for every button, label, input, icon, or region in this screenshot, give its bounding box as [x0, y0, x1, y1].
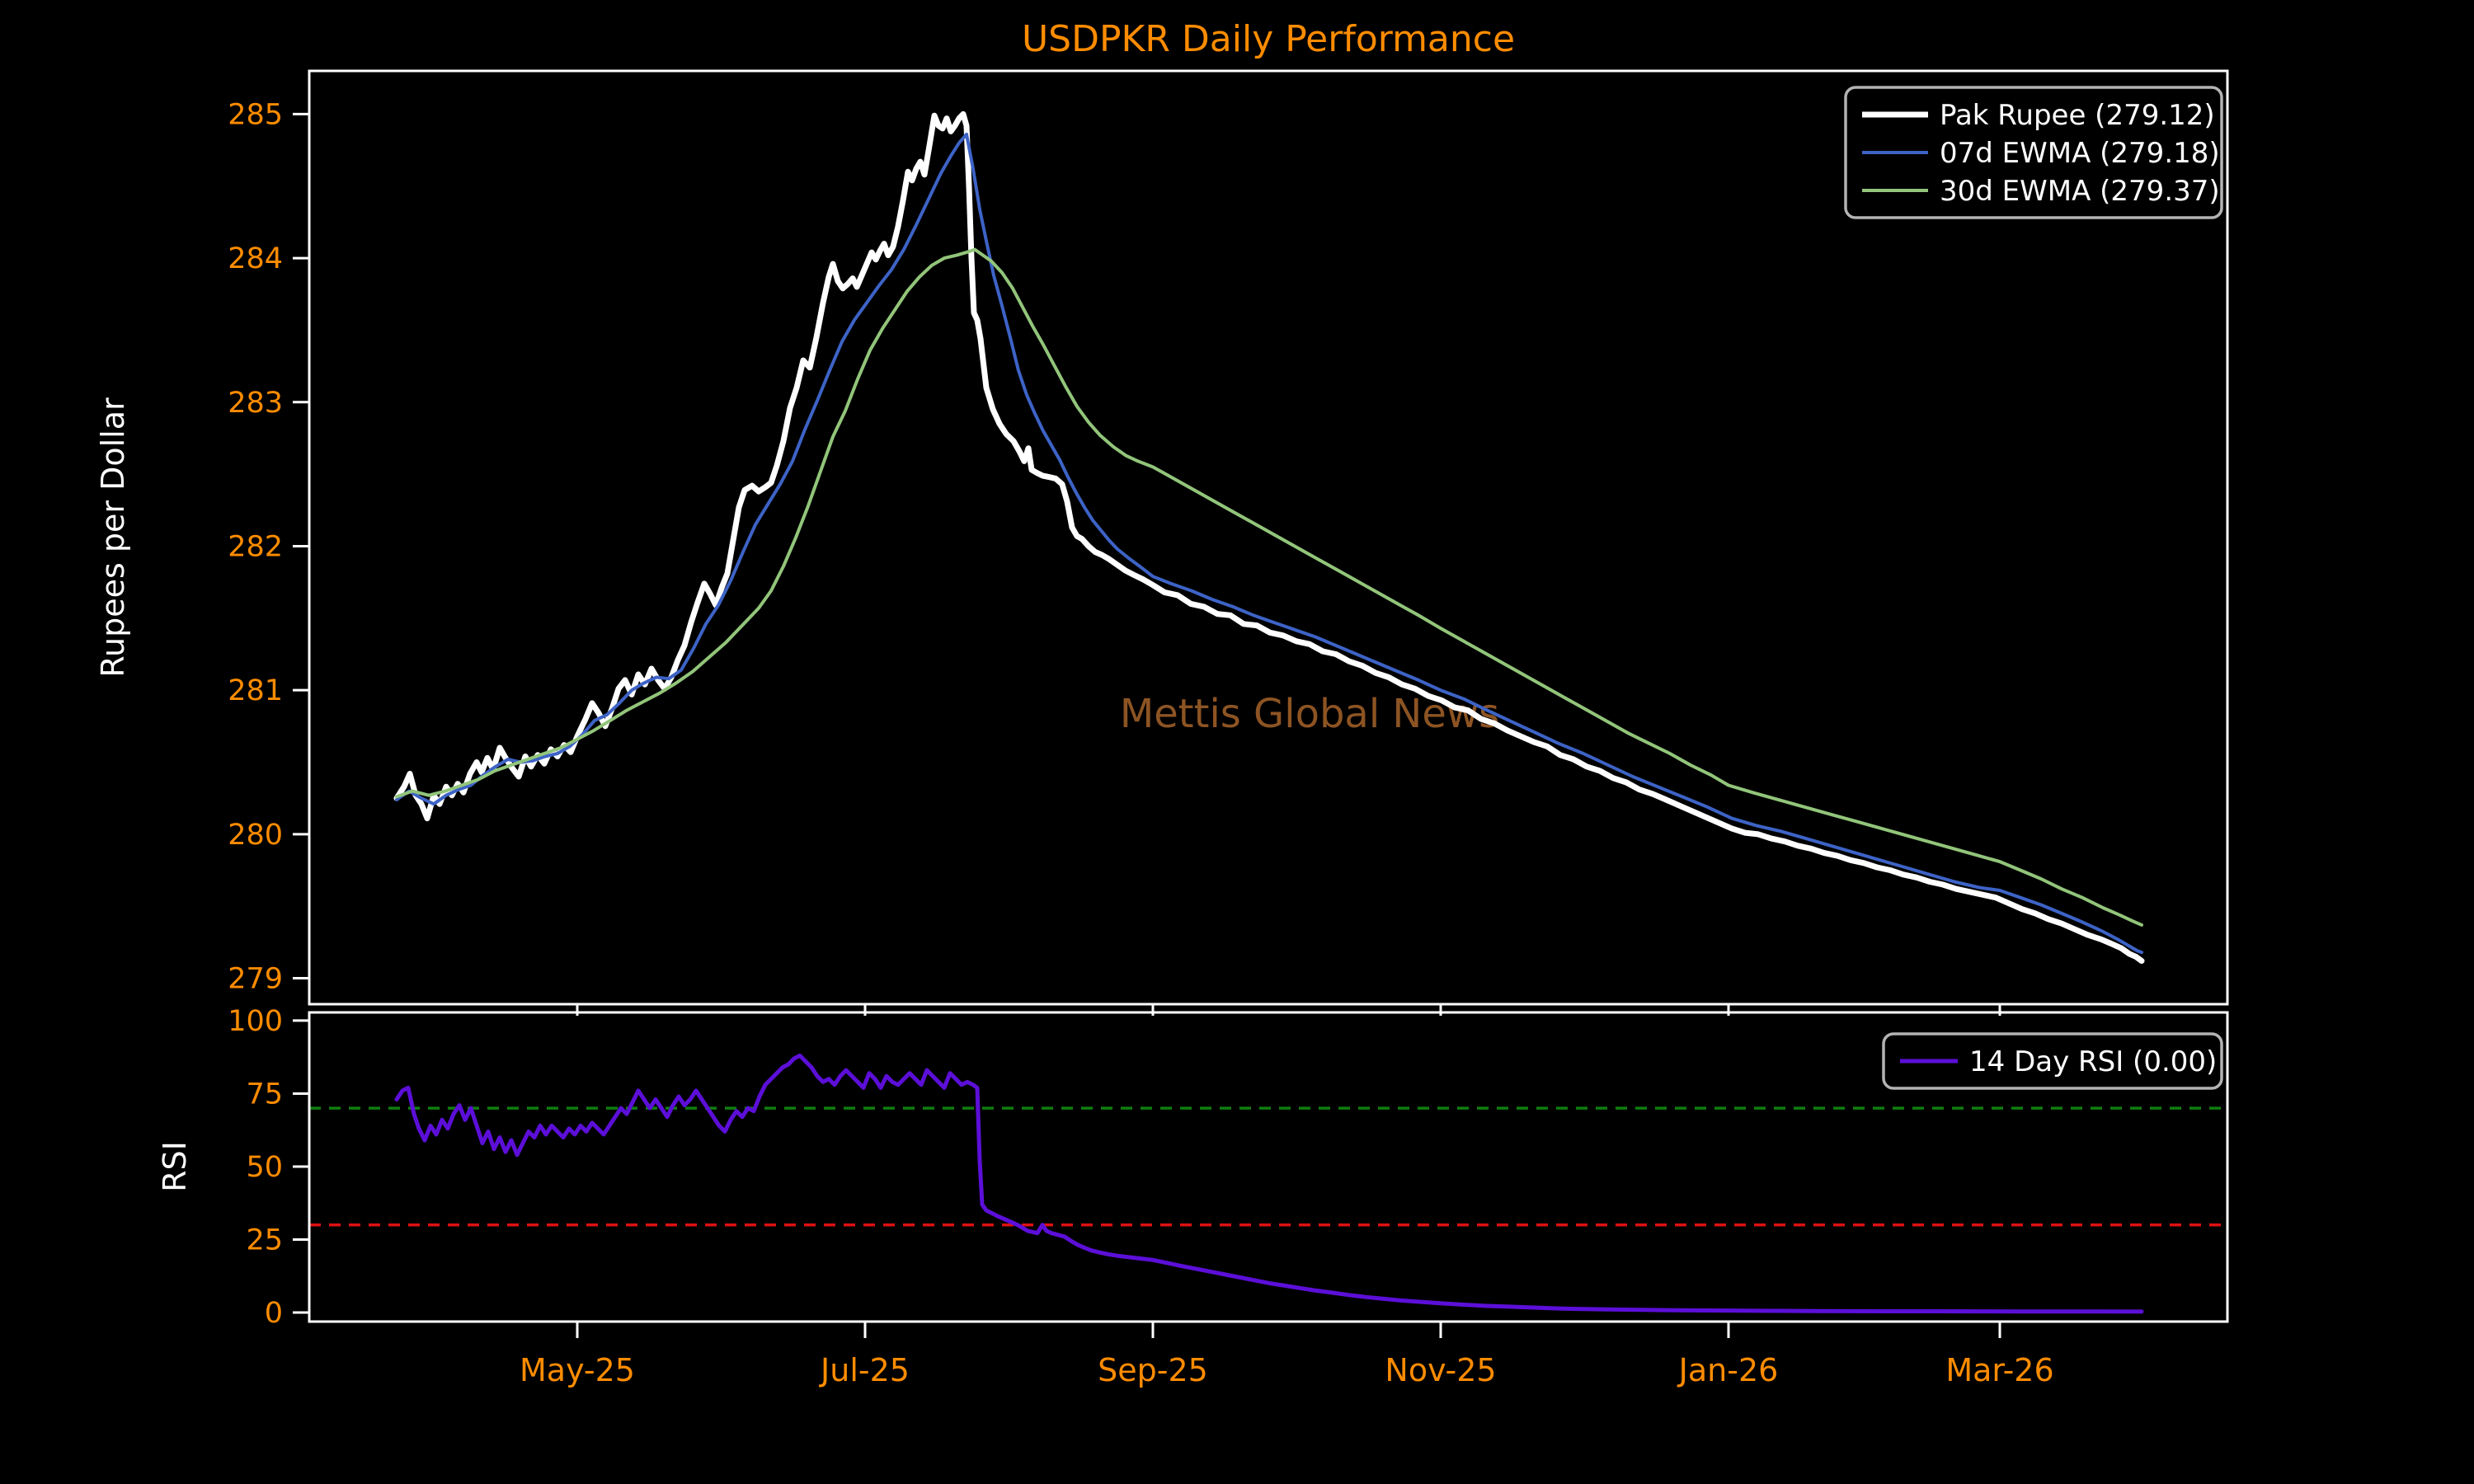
x-tick-label: Mar-26 [1945, 1352, 2053, 1388]
rsi-y-tick-label: 50 [246, 1151, 283, 1184]
main-y-tick-label: 280 [228, 819, 283, 852]
main-y-tick-label: 285 [228, 98, 283, 131]
x-tick-label: May-25 [520, 1352, 635, 1388]
main-price-series [393, 110, 2145, 965]
rsi-series [394, 1053, 2144, 1314]
legend-label-pak-rupee: Pak Rupee (279.12) [1940, 99, 2215, 132]
rsi-y-axis-title: RSI [157, 1141, 193, 1192]
rsi-y-tick-label: 25 [246, 1223, 283, 1256]
main-panel-spine [308, 69, 2229, 1006]
legend-label-ewma07: 07d EWMA (279.18) [1940, 137, 2220, 170]
rsi-y-tick-label: 0 [265, 1297, 283, 1330]
x-tick-label: Sep-25 [1098, 1352, 1208, 1388]
axis-ticks: 285 284 283 282 281 280 279 100 75 50 25 0 May-25 Jul… [228, 98, 2053, 1388]
main-y-tick-label: 279 [228, 963, 283, 996]
rsi-y-tick-label: 100 [228, 1005, 283, 1038]
main-y-tick-label: 282 [228, 530, 283, 563]
rsi-y-tick-label: 75 [246, 1078, 283, 1111]
main-y-axis-title: Rupees per Dollar [95, 397, 131, 678]
rsi-panel-spine [308, 1011, 2229, 1323]
legend-label-ewma30: 30d EWMA (279.37) [1940, 175, 2220, 208]
rsi-legend-box [1882, 1032, 2223, 1090]
main-y-tick-label: 284 [228, 242, 283, 275]
main-y-tick-label: 283 [228, 387, 283, 420]
main-legend: Pak Rupee (279.12) 07d EWMA (279.18) 30d… [1844, 86, 2223, 219]
main-30d-ewma-line [395, 247, 2143, 927]
main-pak-rupee-line [393, 110, 2145, 965]
x-tick-label: Nov-25 [1385, 1352, 1496, 1388]
x-tick-label: Jul-25 [819, 1352, 910, 1388]
rsi-14-day-rsi-line [394, 1053, 2144, 1314]
main-y-tick-label: 281 [228, 674, 283, 707]
chart-title: USDPKR Daily Performance [1022, 18, 1515, 60]
x-tick-label: Jan-26 [1677, 1352, 1779, 1388]
legend-label-rsi: 14 Day RSI (0.00) [1969, 1045, 2217, 1078]
main-legend-box [1844, 86, 2223, 219]
main-07d-ewma-line [395, 132, 2143, 955]
rsi-legend: 14 Day RSI (0.00) [1882, 1032, 2223, 1090]
